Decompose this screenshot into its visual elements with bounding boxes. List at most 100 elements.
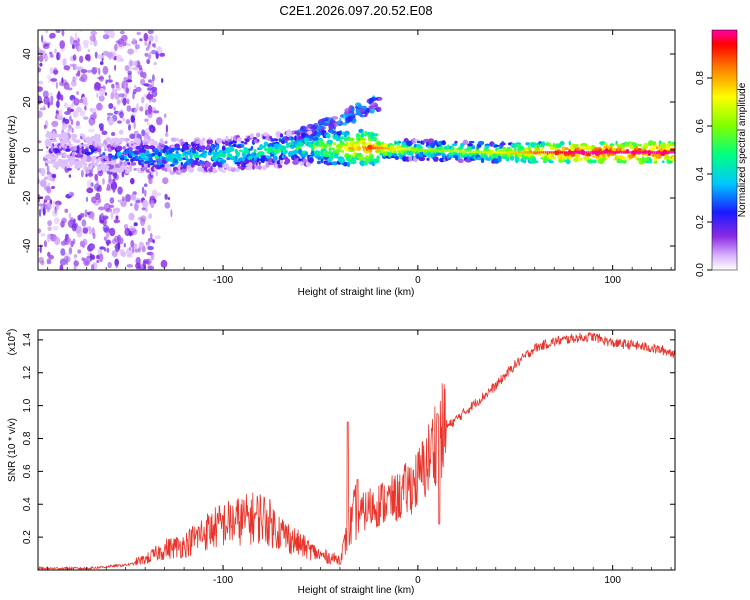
heat-core: [528, 151, 531, 154]
heat-core: [577, 151, 580, 154]
noise-cell: [84, 209, 88, 218]
x-tick-label: 0: [415, 575, 421, 586]
heat-cell: [551, 153, 555, 157]
noise-cell: [151, 79, 155, 88]
heat-cell: [589, 159, 594, 163]
y-tick-label: 0.8: [22, 431, 33, 445]
noise-cell: [141, 227, 145, 235]
heat-cell: [542, 146, 545, 149]
noise-cell: [154, 235, 161, 239]
noise-cell: [52, 209, 58, 217]
heat-core: [525, 151, 527, 154]
noise-cell: [57, 116, 64, 121]
heat-cell: [568, 140, 571, 146]
noise-cell: [134, 248, 139, 253]
heat-cell: [127, 161, 131, 166]
noise-cell: [90, 30, 98, 36]
heat-core: [583, 151, 585, 154]
noise-cell: [129, 65, 133, 70]
heat-cell: [99, 162, 106, 167]
noise-cell: [49, 34, 55, 39]
heat-core: [540, 151, 543, 154]
noise-cell: [138, 64, 142, 71]
heat-cell: [375, 106, 382, 113]
noise-cell: [108, 116, 114, 126]
heat-core: [659, 151, 661, 154]
heat-core: [433, 149, 435, 152]
heat-cell: [586, 152, 591, 157]
heat-cell: [321, 117, 329, 122]
noise-cell: [159, 52, 166, 57]
heat-core: [466, 150, 469, 153]
heat-cell: [230, 168, 236, 172]
noise-cell: [71, 127, 74, 134]
noise-cell: [143, 32, 149, 42]
noise-cell: [72, 54, 77, 61]
noise-cell: [134, 44, 140, 50]
heat-cell: [114, 141, 118, 146]
heat-cell: [76, 153, 82, 158]
heat-cell: [199, 140, 205, 147]
noise-cell: [111, 88, 118, 96]
noise-cell: [141, 186, 145, 195]
heat-cell: [263, 141, 269, 147]
noise-cell: [124, 65, 130, 72]
heat-cell: [304, 135, 312, 138]
heat-cell: [215, 137, 223, 144]
noise-cell: [68, 247, 73, 255]
noise-cell: [96, 92, 99, 98]
heat-cell: [240, 144, 245, 148]
noise-cell: [130, 203, 133, 207]
heat-cell: [306, 124, 309, 131]
heat-core: [571, 151, 574, 154]
noise-cell: [74, 32, 78, 41]
noise-cell: [54, 217, 60, 225]
heat-cell: [408, 149, 413, 156]
heat-core: [606, 151, 609, 154]
heat-cell: [256, 139, 260, 142]
heat-core: [507, 151, 510, 154]
heat-cell: [81, 134, 86, 139]
noise-cell: [147, 43, 151, 49]
heat-cell: [130, 162, 137, 166]
noise-cell: [143, 258, 148, 264]
noise-cell: [161, 78, 164, 83]
noise-cell: [82, 39, 89, 46]
heat-cell: [416, 140, 421, 144]
noise-cell: [132, 60, 139, 66]
noise-cell: [62, 58, 67, 67]
noise-cell: [131, 38, 137, 46]
heat-cell: [175, 153, 183, 158]
noise-cell: [156, 116, 163, 126]
heat-core: [476, 150, 478, 153]
heat-cell: [671, 157, 675, 162]
heat-cell: [493, 144, 500, 147]
heat-core: [536, 151, 539, 154]
noise-cell: [42, 90, 49, 99]
heat-cell: [669, 160, 673, 164]
heat-core: [396, 147, 398, 151]
heat-cell: [244, 159, 251, 164]
snr-ylabel: SNR (10 * v/v): [7, 418, 18, 482]
heat-cell: [304, 152, 309, 156]
noise-cell: [38, 228, 42, 234]
heat-cell: [201, 145, 206, 150]
heat-core: [415, 148, 418, 152]
heat-cell: [123, 160, 128, 166]
noise-cell: [91, 196, 97, 204]
noise-cell: [114, 209, 119, 215]
noise-cell: [151, 90, 158, 98]
heat-cell: [79, 142, 82, 149]
noise-cell: [128, 124, 131, 131]
heat-core: [503, 151, 506, 154]
heat-cell: [191, 145, 198, 151]
heat-cell: [94, 138, 101, 143]
noise-cell: [70, 240, 74, 248]
heat-cell: [201, 137, 206, 142]
noise-cell: [147, 104, 153, 114]
heat-core: [665, 151, 667, 154]
heat-cell: [481, 157, 484, 163]
heat-core: [532, 151, 535, 154]
noise-cell: [38, 67, 42, 73]
heat-cell: [360, 133, 365, 138]
